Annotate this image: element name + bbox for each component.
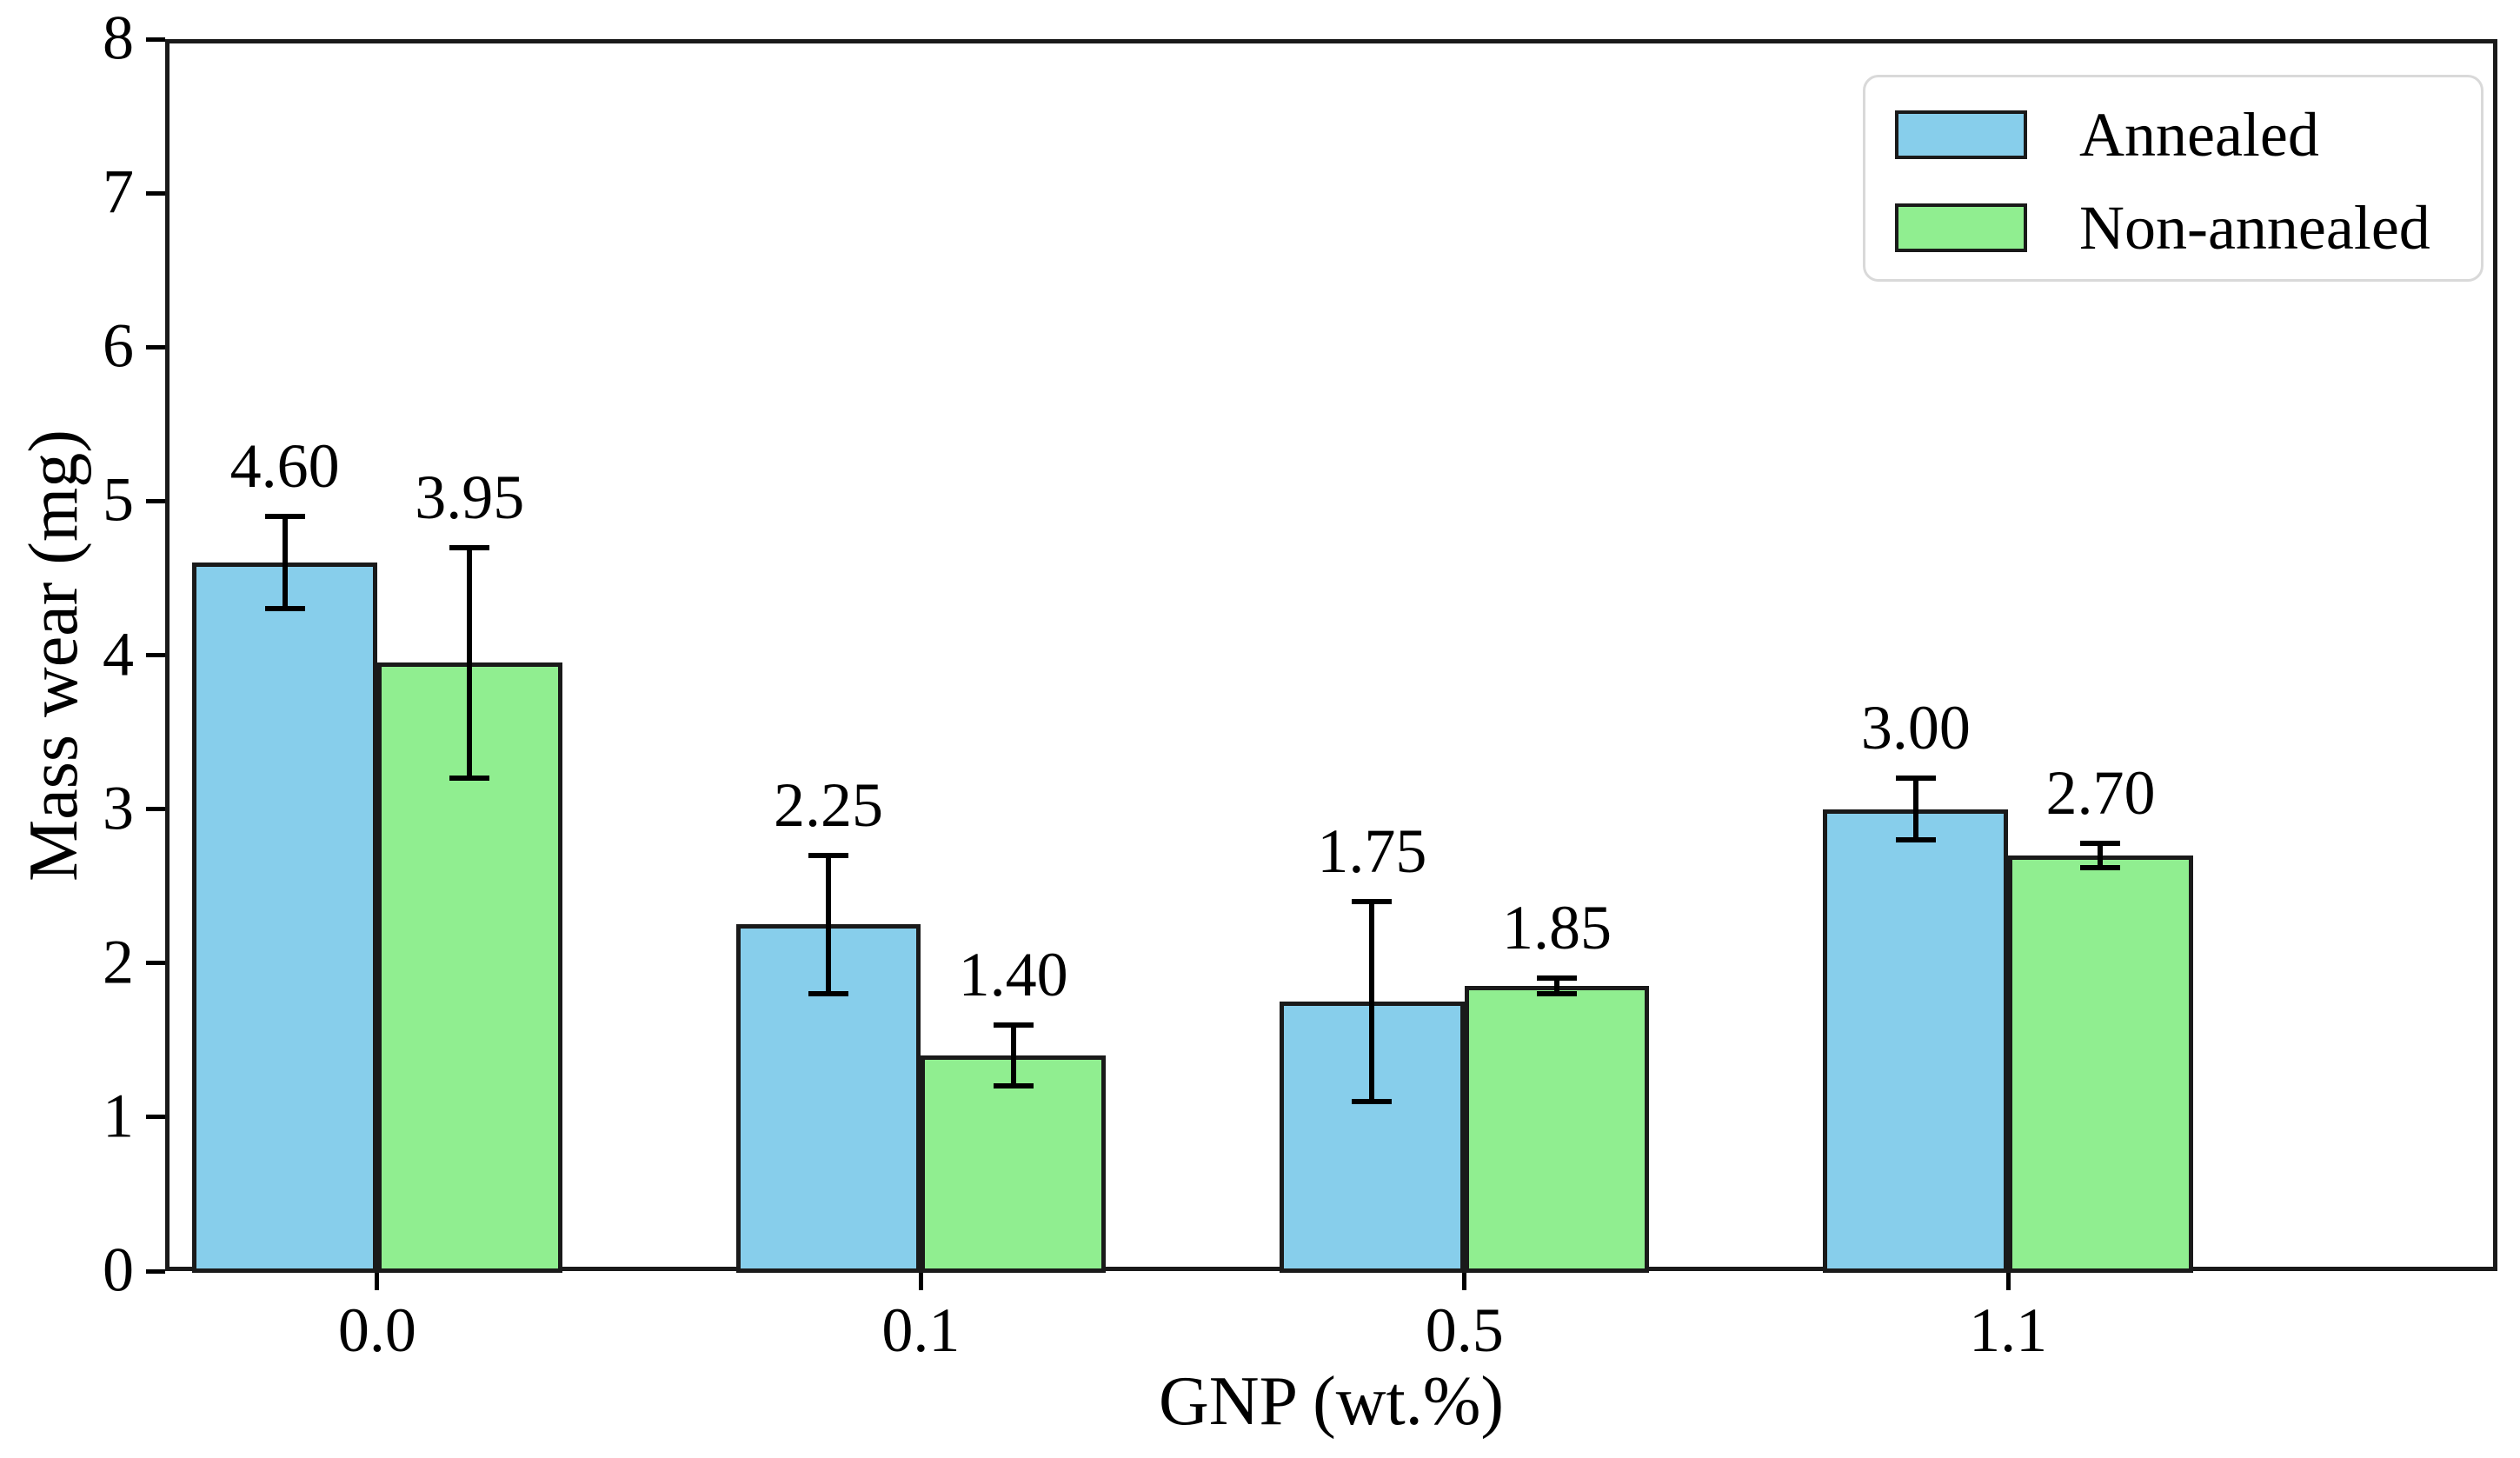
error-bar-cap (449, 776, 490, 782)
legend-swatch-annealed (1895, 110, 2027, 159)
error-bar-cap (1537, 975, 1578, 982)
x-tick-mark (2005, 1271, 2011, 1290)
y-tick-label: 6 (103, 310, 134, 381)
x-tick-mark (375, 1271, 380, 1290)
y-tick-label: 1 (103, 1081, 134, 1151)
y-tick-label: 5 (103, 464, 134, 535)
error-bar-cap (1352, 1099, 1393, 1105)
y-tick-mark (146, 1268, 165, 1274)
legend-entry-annealed: Annealed (1895, 103, 2319, 166)
error-bar-line (467, 547, 473, 779)
legend-label-non-annealed: Non-annealed (2079, 193, 2430, 263)
error-bar-cap (1895, 837, 1936, 843)
error-bar-cap (993, 1083, 1034, 1089)
legend-label-annealed: Annealed (2079, 100, 2319, 170)
bar-value-label: 2.70 (2045, 757, 2156, 828)
y-tick-mark (146, 344, 165, 350)
error-bar-cap (993, 1022, 1034, 1028)
x-tick-label: 0.0 (337, 1295, 416, 1365)
y-tick-mark (146, 37, 165, 42)
y-tick-label: 3 (103, 773, 134, 843)
y-tick-mark (146, 653, 165, 657)
error-bar-cap (2080, 864, 2121, 870)
error-bar-line (1554, 978, 1560, 995)
error-bar-cap (1352, 898, 1393, 904)
bar-non-annealed-1.1 (2008, 855, 2193, 1273)
error-bar-cap (264, 606, 305, 612)
y-tick-label: 7 (103, 156, 134, 227)
bar-annealed-1.1 (1823, 809, 2009, 1273)
error-bar-cap (808, 852, 848, 858)
error-bar-line (2098, 842, 2104, 868)
error-bar-line (825, 855, 831, 995)
legend-entry-non-annealed: Non-annealed (1895, 196, 2430, 259)
x-tick-mark (918, 1271, 923, 1290)
y-tick-label: 4 (103, 619, 134, 689)
y-tick-mark (146, 961, 165, 966)
error-bar-line (1912, 778, 1918, 841)
error-bar-cap (1537, 991, 1578, 997)
error-bar-cap (264, 514, 305, 520)
bar-value-label: 1.40 (958, 939, 1068, 1009)
y-tick-mark (146, 807, 165, 812)
bar-value-label: 3.95 (415, 462, 525, 532)
x-tick-mark (1462, 1271, 1467, 1290)
y-tick-mark (146, 498, 165, 503)
bar-value-label: 3.00 (1860, 693, 1971, 763)
error-bar-cap (808, 991, 848, 997)
legend: Annealed Non-annealed (1863, 75, 2483, 282)
x-tick-label: 0.5 (1425, 1295, 1504, 1365)
y-tick-mark (146, 1115, 165, 1120)
bar-value-label: 2.25 (773, 769, 883, 840)
error-bar-line (1010, 1024, 1016, 1087)
bar-value-label: 1.75 (1317, 816, 1427, 886)
bar-value-label: 4.60 (229, 431, 340, 502)
y-tick-label: 2 (103, 927, 134, 997)
y-tick-label: 8 (103, 3, 134, 73)
x-tick-label: 1.1 (1969, 1295, 2048, 1365)
bar-non-annealed-0.5 (1464, 986, 1650, 1273)
error-bar-cap (1895, 776, 1936, 782)
x-tick-label: 0.1 (881, 1295, 961, 1365)
bar-value-label: 1.85 (1502, 893, 1612, 963)
error-bar-cap (449, 544, 490, 550)
error-bar-line (1369, 901, 1375, 1102)
bar-annealed-0.0 (192, 563, 377, 1273)
x-axis-title: GNP (wt.%) (1159, 1363, 1504, 1440)
error-bar-line (282, 516, 288, 609)
y-tick-label: 0 (103, 1235, 134, 1305)
error-bar-cap (2080, 840, 2121, 846)
y-tick-mark (146, 190, 165, 196)
legend-swatch-non-annealed (1895, 203, 2027, 252)
